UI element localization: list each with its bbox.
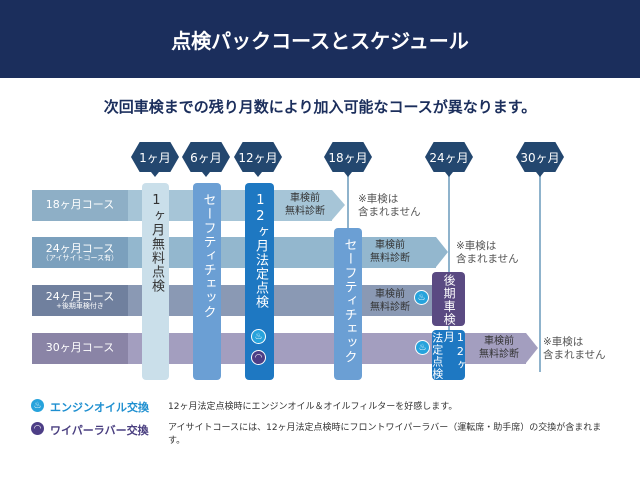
subtitle: 次回車検までの残り月数により加入可能なコースが異なります。 — [103, 98, 537, 116]
pre-inspection-diagnosis: 車検前 無料診断 — [370, 240, 410, 264]
late-vehicle-inspection: 後期車検 — [432, 272, 465, 326]
pre-inspection-diagnosis: 車検前 無料診断 — [370, 289, 410, 313]
course-30: 30ヶ月コース — [32, 333, 128, 364]
month-marker-24: 24ヶ月 — [425, 142, 473, 177]
oil-can-icon: ♨ — [415, 340, 430, 355]
inspection-not-included-note: ※車検は 含まれません — [358, 193, 421, 219]
month-marker-6: 6ヶ月 — [182, 142, 230, 177]
course-bar — [128, 237, 436, 268]
page-title: 点検パックコースとスケジュール — [171, 28, 469, 53]
legal-inspection-12month: 12ヶ月法定点検 — [245, 183, 274, 380]
course-18: 18ヶ月コース — [32, 190, 128, 221]
month-marker-12: 12ヶ月 — [234, 142, 282, 177]
timeline-line-18 — [347, 172, 349, 232]
safety-check-6month: セーフティチェック — [193, 183, 221, 380]
page-header: 点検パックコースとスケジュール — [0, 0, 640, 78]
legend-wiper-desc: アイサイトコースには、12ヶ月法定点検時にフロントワイパーラバー（運転席・助手席… — [168, 423, 602, 447]
pre-inspection-diagnosis: 車検前 無料診断 — [285, 193, 325, 217]
inspection-not-included-note: ※車検は 含まれません — [456, 240, 519, 266]
inspection-not-included-note: ※車検は 含まれません — [543, 336, 606, 362]
course-24: 24ヶ月コース （アイサイトコース有） — [32, 237, 128, 268]
arrow — [332, 190, 345, 220]
legal-inspection-12month-small: 12ヶ月 法定点検 — [430, 330, 467, 380]
legend-oil-desc: 12ヶ月法定点検時にエンジンオイル＆オイルフィルターを好感します。 — [168, 402, 458, 412]
wiper-icon: ◠ — [30, 421, 45, 436]
oil-can-icon: ♨ — [30, 398, 45, 413]
month-marker-18: 18ヶ月 — [324, 142, 372, 177]
month-marker-1: 1ヶ月 — [131, 142, 179, 177]
safety-check-18month: セーフティチェック — [334, 228, 362, 380]
timeline-line-30 — [539, 172, 541, 372]
month-marker-30: 30ヶ月 — [516, 142, 564, 177]
wiper-icon: ◠ — [251, 350, 266, 365]
oil-can-icon: ♨ — [251, 329, 266, 344]
legend-wiper-label: ワイパーラバー交換 — [50, 424, 149, 437]
course-bar — [128, 285, 434, 316]
pre-inspection-diagnosis: 車検前 無料診断 — [479, 336, 519, 360]
course-24-late: 24ヶ月コース +後期車検付き — [32, 285, 128, 316]
oil-can-icon: ♨ — [414, 290, 429, 305]
legend-oil-label: エンジンオイル交換 — [50, 401, 149, 414]
arrow — [436, 237, 448, 267]
free-inspection-1month: 1ヶ月無料点検 — [142, 183, 169, 380]
arrow — [526, 333, 538, 363]
